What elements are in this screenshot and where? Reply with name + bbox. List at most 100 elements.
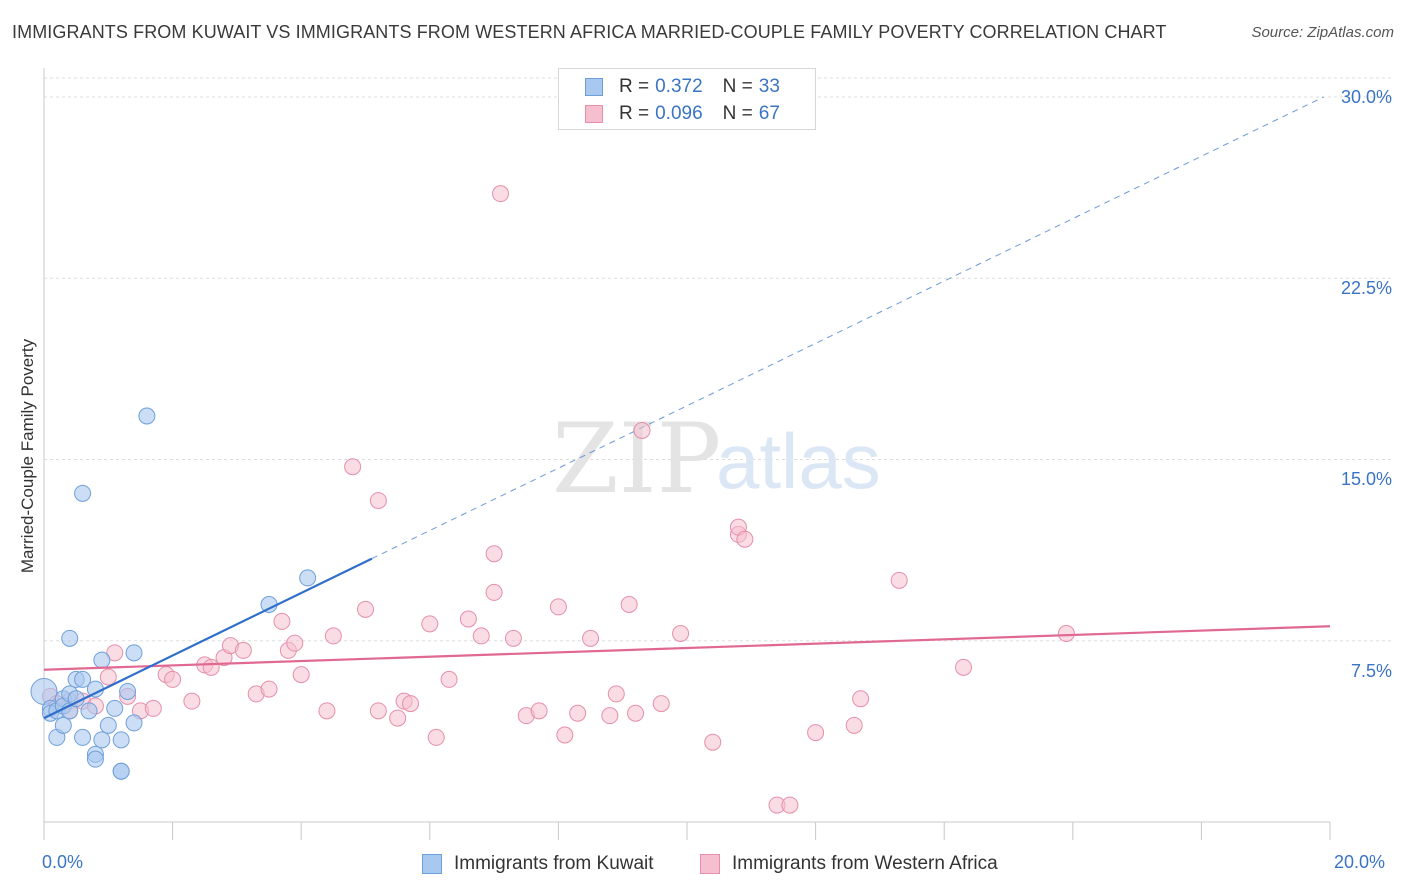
data-point-western-africa [260, 680, 278, 698]
data-point-western-africa [324, 627, 342, 645]
legend-item-kuwait: Immigrants from Kuwait [422, 852, 654, 876]
legend-row-western-africa: R = 0.096 N = 67 [585, 103, 780, 125]
data-point-western-africa [845, 716, 863, 734]
data-point-western-africa [890, 571, 908, 589]
legend-swatch-western-africa [700, 854, 720, 874]
legend-row-kuwait: R = 0.372 N = 33 [585, 76, 780, 98]
data-point-western-africa [344, 458, 362, 476]
legend-n-label: N = [722, 103, 753, 124]
gridlines [44, 77, 1394, 642]
data-point-kuwait [99, 716, 117, 734]
data-point-kuwait [74, 670, 92, 688]
data-point-kuwait [74, 728, 92, 746]
data-point-western-africa [273, 612, 291, 630]
y-tick-label: 22.5% [1340, 278, 1392, 298]
data-point-western-africa [504, 629, 522, 647]
data-point-kuwait [54, 716, 72, 734]
legend-n-label: N = [722, 76, 753, 97]
correlation-legend: R = 0.372 N = 33 R = 0.096 N = 67 [558, 68, 816, 130]
data-point-western-africa [781, 796, 799, 814]
data-point-western-africa [954, 658, 972, 676]
data-point-kuwait [74, 484, 92, 502]
data-point-western-africa [183, 692, 201, 710]
legend-n-value: 67 [758, 103, 780, 124]
data-point-kuwait [80, 702, 98, 720]
data-point-western-africa [530, 702, 548, 720]
data-point-western-africa [620, 596, 638, 613]
data-point-kuwait [260, 596, 278, 613]
data-point-western-africa [807, 724, 825, 742]
legend-r-label: R = [619, 103, 650, 124]
data-point-kuwait [93, 731, 111, 749]
data-point-western-africa [144, 699, 162, 717]
data-point-kuwait [299, 569, 317, 587]
legend-label: Immigrants from Kuwait [454, 853, 654, 874]
trend-line-kuwait-extension [371, 96, 1324, 560]
data-point-western-africa [318, 702, 336, 720]
legend-swatch-western-africa [585, 105, 603, 123]
legend-r-value: 0.372 [655, 76, 703, 97]
data-point-kuwait [112, 762, 130, 780]
data-point-western-africa [627, 704, 645, 722]
data-point-kuwait [112, 731, 130, 749]
data-point-western-africa [369, 702, 387, 720]
watermark-zip: ZIP [552, 403, 721, 515]
y-tick-label: 7.5% [1350, 661, 1392, 681]
y-tick-label: 15.0% [1340, 469, 1392, 489]
data-point-western-africa [459, 610, 477, 628]
data-point-western-africa [485, 583, 503, 601]
x-tick-label: 0.0% [42, 852, 84, 872]
data-point-western-africa [704, 733, 722, 751]
data-point-kuwait [125, 644, 143, 662]
data-points [30, 185, 1331, 814]
data-point-kuwait [106, 699, 124, 717]
data-point-western-africa [357, 600, 374, 618]
data-point-western-africa [672, 625, 690, 642]
data-point-western-africa [164, 670, 182, 688]
data-point-western-africa [633, 422, 651, 439]
data-point-western-africa [736, 530, 754, 548]
data-point-western-africa [652, 695, 670, 713]
y-axis-label: Married-Couple Family Poverty [18, 338, 37, 574]
trend-lines [371, 96, 1324, 560]
data-point-western-africa [582, 629, 600, 647]
data-point-western-africa [106, 644, 124, 662]
legend-swatch-kuwait [585, 78, 603, 96]
data-point-western-africa [389, 709, 407, 727]
data-point-western-africa [556, 726, 574, 744]
data-point-western-africa [1057, 625, 1075, 642]
data-point-western-africa [292, 666, 310, 684]
trend-line-kuwait [43, 557, 373, 720]
legend-label: Immigrants from Western Africa [732, 853, 998, 874]
data-point-kuwait [86, 750, 104, 768]
data-point-western-africa [607, 685, 625, 703]
data-point-western-africa [99, 668, 117, 686]
legend-r-label: R = [619, 76, 650, 97]
legend-item-western-africa: Immigrants from Western Africa [700, 852, 998, 876]
data-point-kuwait [61, 629, 79, 647]
data-point-western-africa [234, 641, 252, 659]
data-point-western-africa [421, 615, 439, 633]
data-point-western-africa [549, 598, 567, 616]
data-point-kuwait [119, 683, 137, 700]
legend-n-value: 33 [758, 76, 780, 97]
legend-swatch-kuwait [422, 854, 442, 874]
x-tick-label: 20.0% [1334, 852, 1386, 872]
trend-line-western-africa [43, 625, 1331, 671]
source-credit: Source: ZipAtlas.com [1251, 24, 1394, 41]
data-point-western-africa [440, 670, 458, 688]
data-point-western-africa [369, 492, 387, 510]
watermark-atlas: atlas [716, 417, 881, 505]
data-point-western-africa [427, 728, 445, 746]
data-point-western-africa [492, 185, 510, 203]
watermark: ZIP atlas [552, 403, 881, 515]
data-point-western-africa [402, 695, 420, 713]
data-point-western-africa [852, 690, 870, 708]
data-point-western-africa [485, 545, 503, 563]
data-point-western-africa [472, 627, 490, 645]
data-point-western-africa [569, 704, 587, 722]
chart-title: IMMIGRANTS FROM KUWAIT VS IMMIGRANTS FRO… [12, 22, 1167, 42]
legend-r-value: 0.096 [655, 103, 703, 124]
data-point-western-africa [286, 634, 304, 652]
y-tick-label: 30.0% [1340, 87, 1392, 107]
